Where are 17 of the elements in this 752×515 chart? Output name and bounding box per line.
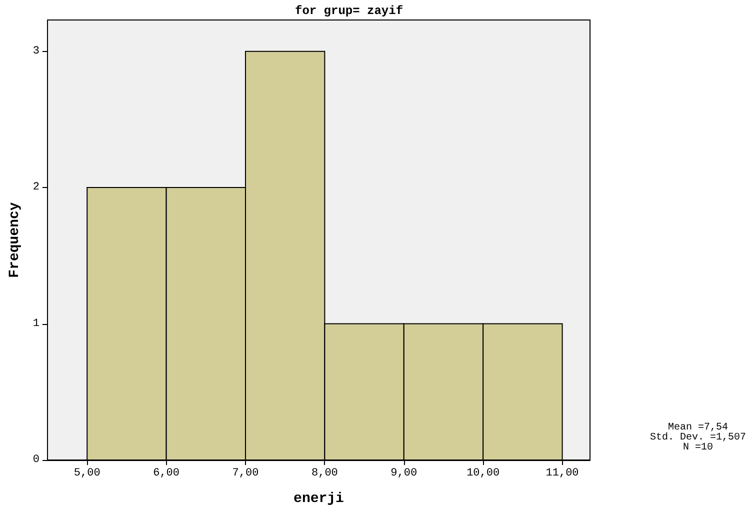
- y-axis-title: Frequency: [7, 202, 23, 278]
- y-tick-label: 0: [32, 454, 40, 466]
- x-tick-label: 9,00: [390, 468, 418, 480]
- x-tick-label: 11,00: [546, 468, 579, 480]
- text: N =10: [682, 442, 713, 454]
- y-tick-label: 3: [32, 45, 40, 58]
- x-tick-label: 10,00: [466, 468, 500, 480]
- x-axis-title: enerji: [294, 491, 344, 507]
- chart-title: for grup= zayif: [295, 4, 404, 18]
- y-tick-label: 1: [32, 318, 40, 330]
- x-tick-label: 8,00: [311, 468, 338, 480]
- y-tick-label: 2: [32, 182, 40, 194]
- x-tick-label: 7,00: [232, 468, 259, 480]
- x-tick-label: 6,00: [153, 468, 180, 480]
- text: Std. Dev. =1,507: [650, 432, 746, 444]
- x-tick-label: 5,00: [74, 468, 100, 480]
- text: Mean =7,54: [668, 422, 728, 434]
